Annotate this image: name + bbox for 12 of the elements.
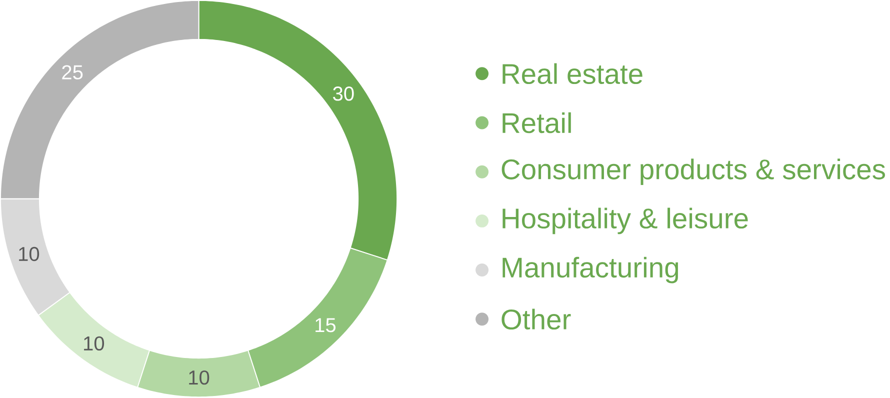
legend-label: Real estate <box>502 63 642 84</box>
data-label: 25 <box>62 65 83 80</box>
legend-label: Other <box>502 308 571 330</box>
data-label: 10 <box>19 247 40 262</box>
data-label: 30 <box>333 86 354 101</box>
legend-label: Manufacturing <box>502 257 678 284</box>
data-label: 10 <box>189 370 210 385</box>
legend-label: Retail <box>502 112 571 134</box>
data-label: 10 <box>84 336 104 351</box>
data-label: 15 <box>316 318 336 332</box>
legend-label: Consumer products & services <box>502 158 885 186</box>
legend-label: Hospitality & leisure <box>502 208 748 234</box>
